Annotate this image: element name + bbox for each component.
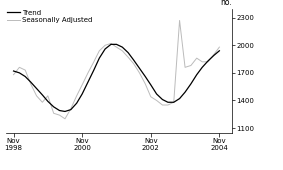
Seasonally Adjusted xyxy=(12,74,15,76)
Line: Seasonally Adjusted: Seasonally Adjusted xyxy=(14,20,219,119)
Legend: Trend, Seasonally Adjusted: Trend, Seasonally Adjusted xyxy=(7,10,93,23)
Seasonally Adjusted xyxy=(109,42,113,44)
Trend xyxy=(115,43,118,45)
Seasonally Adjusted xyxy=(86,72,90,74)
Seasonally Adjusted xyxy=(92,61,96,63)
Seasonally Adjusted xyxy=(41,101,44,103)
Trend xyxy=(212,54,216,56)
Trend xyxy=(58,109,61,112)
Trend xyxy=(172,101,175,103)
Seasonally Adjusted xyxy=(115,46,118,48)
Seasonally Adjusted xyxy=(23,69,27,71)
Trend xyxy=(166,101,170,103)
Seasonally Adjusted xyxy=(183,66,187,68)
Trend xyxy=(195,74,198,76)
Seasonally Adjusted xyxy=(132,63,135,65)
Trend xyxy=(52,106,55,108)
Trend xyxy=(189,83,193,85)
Seasonally Adjusted xyxy=(58,114,61,116)
Trend xyxy=(143,75,147,78)
Trend xyxy=(155,93,158,95)
Trend xyxy=(201,66,204,68)
Seasonally Adjusted xyxy=(121,50,124,52)
Trend xyxy=(69,109,72,111)
Trend xyxy=(121,46,124,48)
Trend xyxy=(41,94,44,96)
Trend xyxy=(127,52,130,54)
Seasonally Adjusted xyxy=(46,95,50,97)
Trend xyxy=(92,69,96,71)
Seasonally Adjusted xyxy=(52,112,55,114)
Seasonally Adjusted xyxy=(206,61,210,63)
Trend xyxy=(104,48,107,50)
Seasonally Adjusted xyxy=(98,50,101,52)
Seasonally Adjusted xyxy=(178,19,181,21)
Trend xyxy=(206,60,210,62)
Seasonally Adjusted xyxy=(29,83,32,85)
Trend xyxy=(23,75,27,78)
Trend xyxy=(138,67,141,69)
Seasonally Adjusted xyxy=(161,104,164,106)
Trend xyxy=(80,93,84,95)
Seasonally Adjusted xyxy=(104,44,107,46)
Trend xyxy=(63,110,67,113)
Seasonally Adjusted xyxy=(218,46,221,48)
Seasonally Adjusted xyxy=(143,83,147,85)
Seasonally Adjusted xyxy=(149,96,153,98)
Seasonally Adjusted xyxy=(18,66,21,68)
Seasonally Adjusted xyxy=(155,99,158,101)
Trend xyxy=(12,70,15,72)
Text: no.: no. xyxy=(220,0,232,7)
Trend xyxy=(149,84,153,86)
Seasonally Adjusted xyxy=(138,72,141,74)
Trend xyxy=(109,43,113,45)
Trend xyxy=(132,59,135,61)
Line: Trend: Trend xyxy=(14,44,219,112)
Seasonally Adjusted xyxy=(63,118,67,120)
Trend xyxy=(35,87,38,89)
Trend xyxy=(75,102,78,104)
Seasonally Adjusted xyxy=(212,53,216,55)
Seasonally Adjusted xyxy=(189,64,193,66)
Trend xyxy=(161,98,164,100)
Seasonally Adjusted xyxy=(69,108,72,110)
Seasonally Adjusted xyxy=(172,101,175,103)
Seasonally Adjusted xyxy=(35,95,38,97)
Seasonally Adjusted xyxy=(75,95,78,97)
Trend xyxy=(29,81,32,83)
Trend xyxy=(98,57,101,59)
Trend xyxy=(18,72,21,74)
Seasonally Adjusted xyxy=(195,57,198,59)
Seasonally Adjusted xyxy=(80,84,84,86)
Seasonally Adjusted xyxy=(127,56,130,58)
Trend xyxy=(46,100,50,102)
Trend xyxy=(86,81,90,83)
Trend xyxy=(218,50,221,52)
Seasonally Adjusted xyxy=(201,61,204,63)
Trend xyxy=(183,91,187,93)
Trend xyxy=(178,98,181,100)
Seasonally Adjusted xyxy=(166,104,170,106)
